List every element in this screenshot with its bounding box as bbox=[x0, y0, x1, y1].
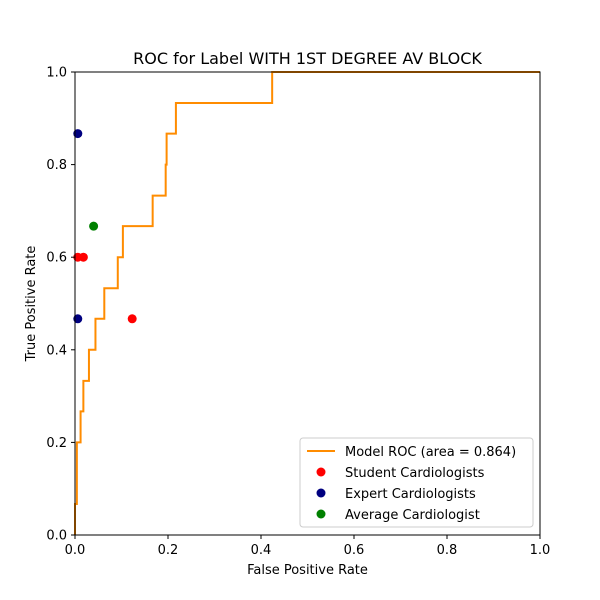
legend-label-average: Average Cardiologist bbox=[345, 508, 480, 523]
expert-point bbox=[73, 314, 83, 324]
y-axis-label: True Positive Rate bbox=[24, 246, 39, 363]
x-tick-label: 0.6 bbox=[344, 543, 365, 558]
legend-label-expert: Expert Cardiologists bbox=[345, 487, 476, 502]
y-tick-label: 0.2 bbox=[46, 436, 67, 451]
legend-swatch-expert bbox=[316, 488, 326, 498]
x-tick-label: 0.0 bbox=[65, 543, 86, 558]
axes-frame bbox=[74, 71, 541, 536]
y-tick-label: 1.0 bbox=[46, 66, 67, 81]
y-tick-label: 0.4 bbox=[46, 343, 67, 358]
y-tick-label: 0.6 bbox=[46, 251, 67, 266]
x-tick-label: 1.0 bbox=[530, 543, 551, 558]
legend-label-model-roc: Model ROC (area = 0.864) bbox=[345, 445, 516, 460]
x-axis-label: False Positive Rate bbox=[247, 563, 368, 578]
axis-ticks: 0.0 0.2 0.4 0.6 0.8 1.0 0.0 0.2 0.4 0.6 0.8 1.0 bbox=[46, 66, 550, 559]
x-tick-label: 0.8 bbox=[437, 543, 458, 558]
student-point bbox=[78, 252, 88, 262]
expert-point bbox=[73, 129, 83, 139]
chart-title: ROC for Label WITH 1ST DEGREE AV BLOCK bbox=[133, 49, 482, 68]
legend-swatch-student bbox=[316, 467, 326, 477]
average-point bbox=[89, 221, 99, 231]
legend-box bbox=[299, 437, 534, 528]
legend-label-student: Student Cardiologists bbox=[345, 466, 485, 481]
roc-curve-line bbox=[74, 71, 540, 535]
legend: Model ROC (area = 0.864) Student Cardiol… bbox=[299, 437, 534, 528]
plot-area bbox=[73, 71, 540, 535]
legend-swatch-average bbox=[316, 509, 326, 519]
y-tick-label: 0.8 bbox=[46, 158, 67, 173]
y-tick-label: 0.0 bbox=[46, 529, 67, 544]
x-tick-label: 0.2 bbox=[158, 543, 179, 558]
x-tick-label: 0.4 bbox=[251, 543, 272, 558]
student-point bbox=[127, 314, 137, 324]
